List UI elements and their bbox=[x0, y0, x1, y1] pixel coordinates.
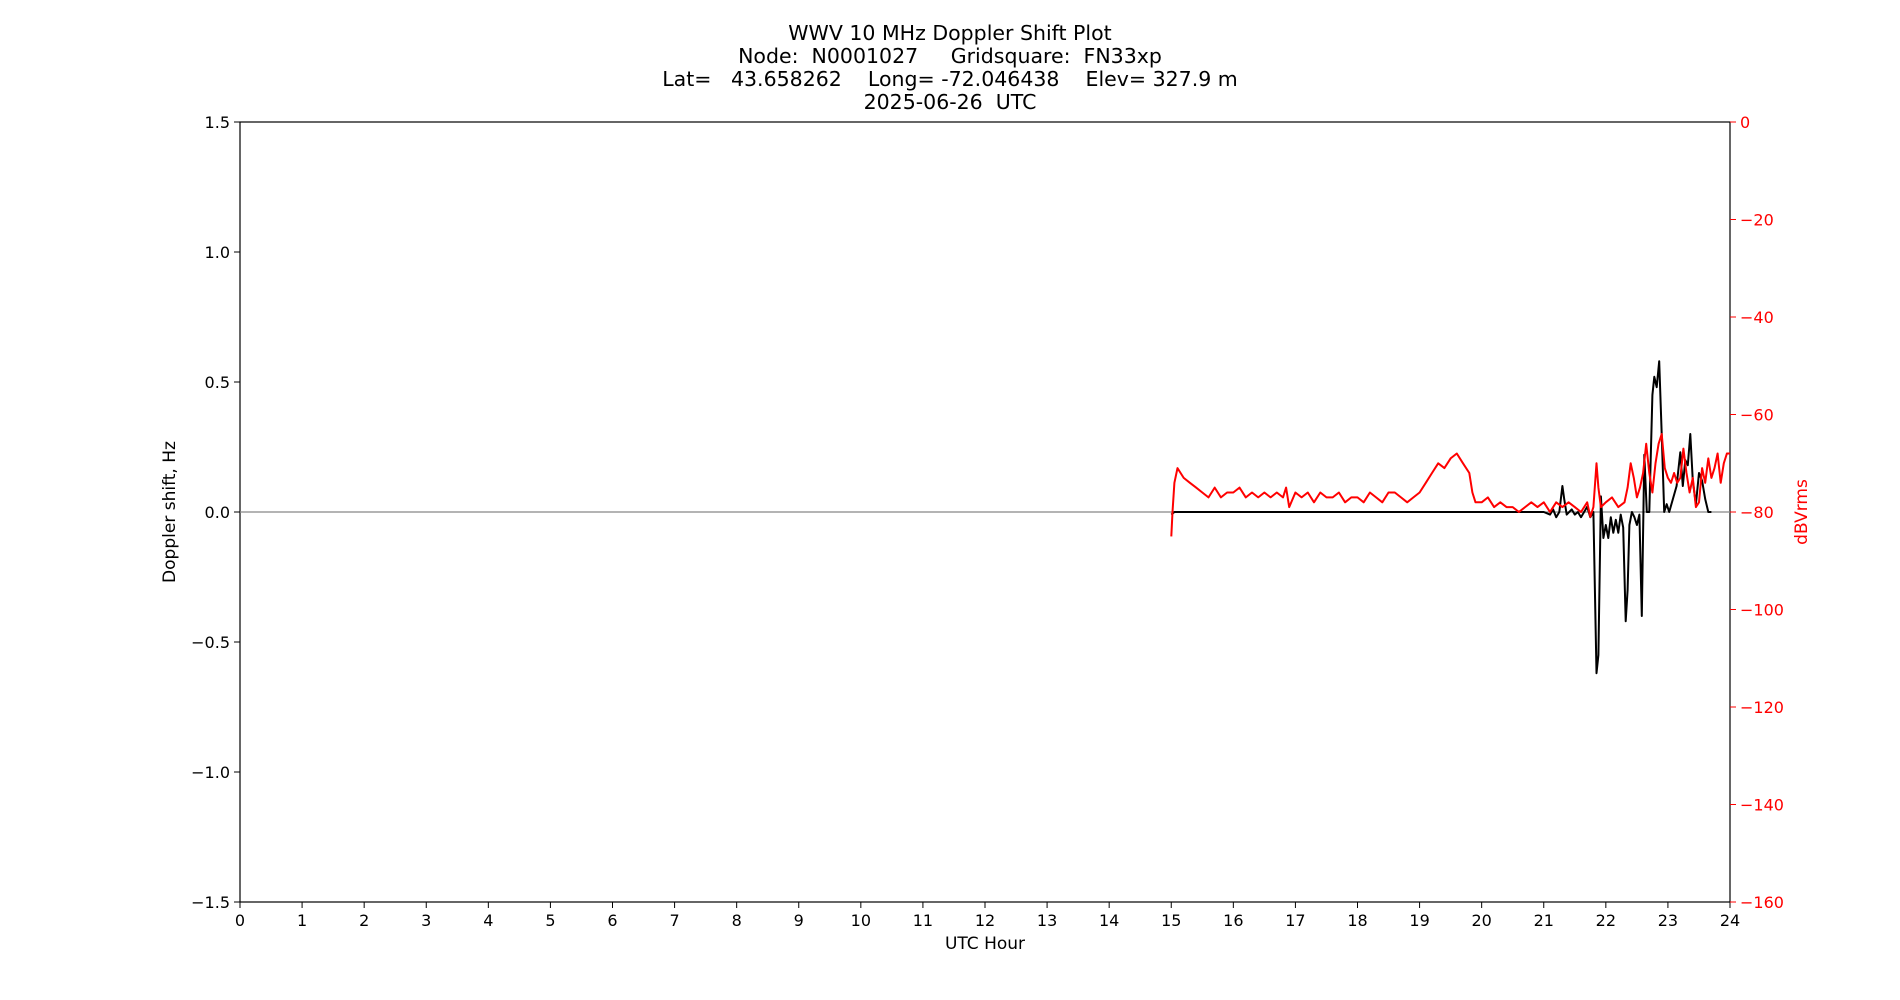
x-tick-label: 16 bbox=[1223, 911, 1243, 930]
left-y-tick-label: 1.5 bbox=[205, 113, 230, 132]
title-line-1: WWV 10 MHz Doppler Shift Plot bbox=[788, 21, 1112, 45]
right-y-tick-label: −100 bbox=[1740, 601, 1784, 620]
x-tick-label: 3 bbox=[421, 911, 431, 930]
x-tick-label: 18 bbox=[1347, 911, 1367, 930]
x-tick-label: 1 bbox=[297, 911, 307, 930]
left-y-tick-label: −0.5 bbox=[191, 633, 230, 652]
left-y-tick-label: 0.0 bbox=[205, 503, 230, 522]
left-y-tick-label: −1.0 bbox=[191, 763, 230, 782]
x-tick-label: 0 bbox=[235, 911, 245, 930]
x-tick-label: 6 bbox=[607, 911, 617, 930]
x-tick-label: 13 bbox=[1037, 911, 1057, 930]
title-line-2: Node: N0001027 Gridsquare: FN33xp bbox=[738, 44, 1162, 68]
left-y-tick-label: 0.5 bbox=[205, 373, 230, 392]
title-line-4: 2025-06-26 UTC bbox=[863, 90, 1037, 114]
chart-title: WWV 10 MHz Doppler Shift Plot Node: N000… bbox=[0, 22, 1900, 114]
x-tick-label: 21 bbox=[1534, 911, 1554, 930]
x-tick-label: 9 bbox=[794, 911, 804, 930]
x-tick-label: 24 bbox=[1720, 911, 1740, 930]
x-tick-label: 22 bbox=[1596, 911, 1616, 930]
right-y-tick-label: −120 bbox=[1740, 698, 1784, 717]
right-y-tick-label: −60 bbox=[1740, 406, 1774, 425]
x-tick-label: 11 bbox=[913, 911, 933, 930]
x-tick-label: 14 bbox=[1099, 911, 1119, 930]
x-tick-label: 5 bbox=[545, 911, 555, 930]
dbvrms-series-line bbox=[1170, 433, 1730, 537]
x-tick-label: 10 bbox=[851, 911, 871, 930]
right-y-tick-label: 0 bbox=[1740, 113, 1750, 132]
x-tick-label: 20 bbox=[1471, 911, 1491, 930]
left-axis-label: Doppler shift, Hz bbox=[160, 441, 180, 583]
right-y-tick-label: −20 bbox=[1740, 211, 1774, 230]
title-line-3: Lat= 43.658262 Long= -72.046438 Elev= 32… bbox=[662, 67, 1238, 91]
x-axis-label: UTC Hour bbox=[945, 934, 1025, 954]
x-tick-label: 12 bbox=[975, 911, 995, 930]
x-tick-label: 17 bbox=[1285, 911, 1305, 930]
right-y-tick-label: −140 bbox=[1740, 796, 1784, 815]
right-axis-label: dBVrms bbox=[1792, 479, 1812, 545]
doppler-shift-series-line bbox=[1170, 360, 1712, 675]
x-tick-label: 2 bbox=[359, 911, 369, 930]
right-y-tick-label: −80 bbox=[1740, 503, 1774, 522]
right-y-tick-label: −160 bbox=[1740, 893, 1784, 912]
x-tick-label: 4 bbox=[483, 911, 493, 930]
right-y-tick-label: −40 bbox=[1740, 308, 1774, 327]
x-tick-label: 8 bbox=[732, 911, 742, 930]
x-tick-label: 15 bbox=[1161, 911, 1181, 930]
x-tick-label: 23 bbox=[1658, 911, 1678, 930]
x-tick-label: 19 bbox=[1409, 911, 1429, 930]
left-y-tick-label: −1.5 bbox=[191, 893, 230, 912]
left-y-tick-label: 1.0 bbox=[205, 243, 230, 262]
x-tick-label: 7 bbox=[669, 911, 679, 930]
